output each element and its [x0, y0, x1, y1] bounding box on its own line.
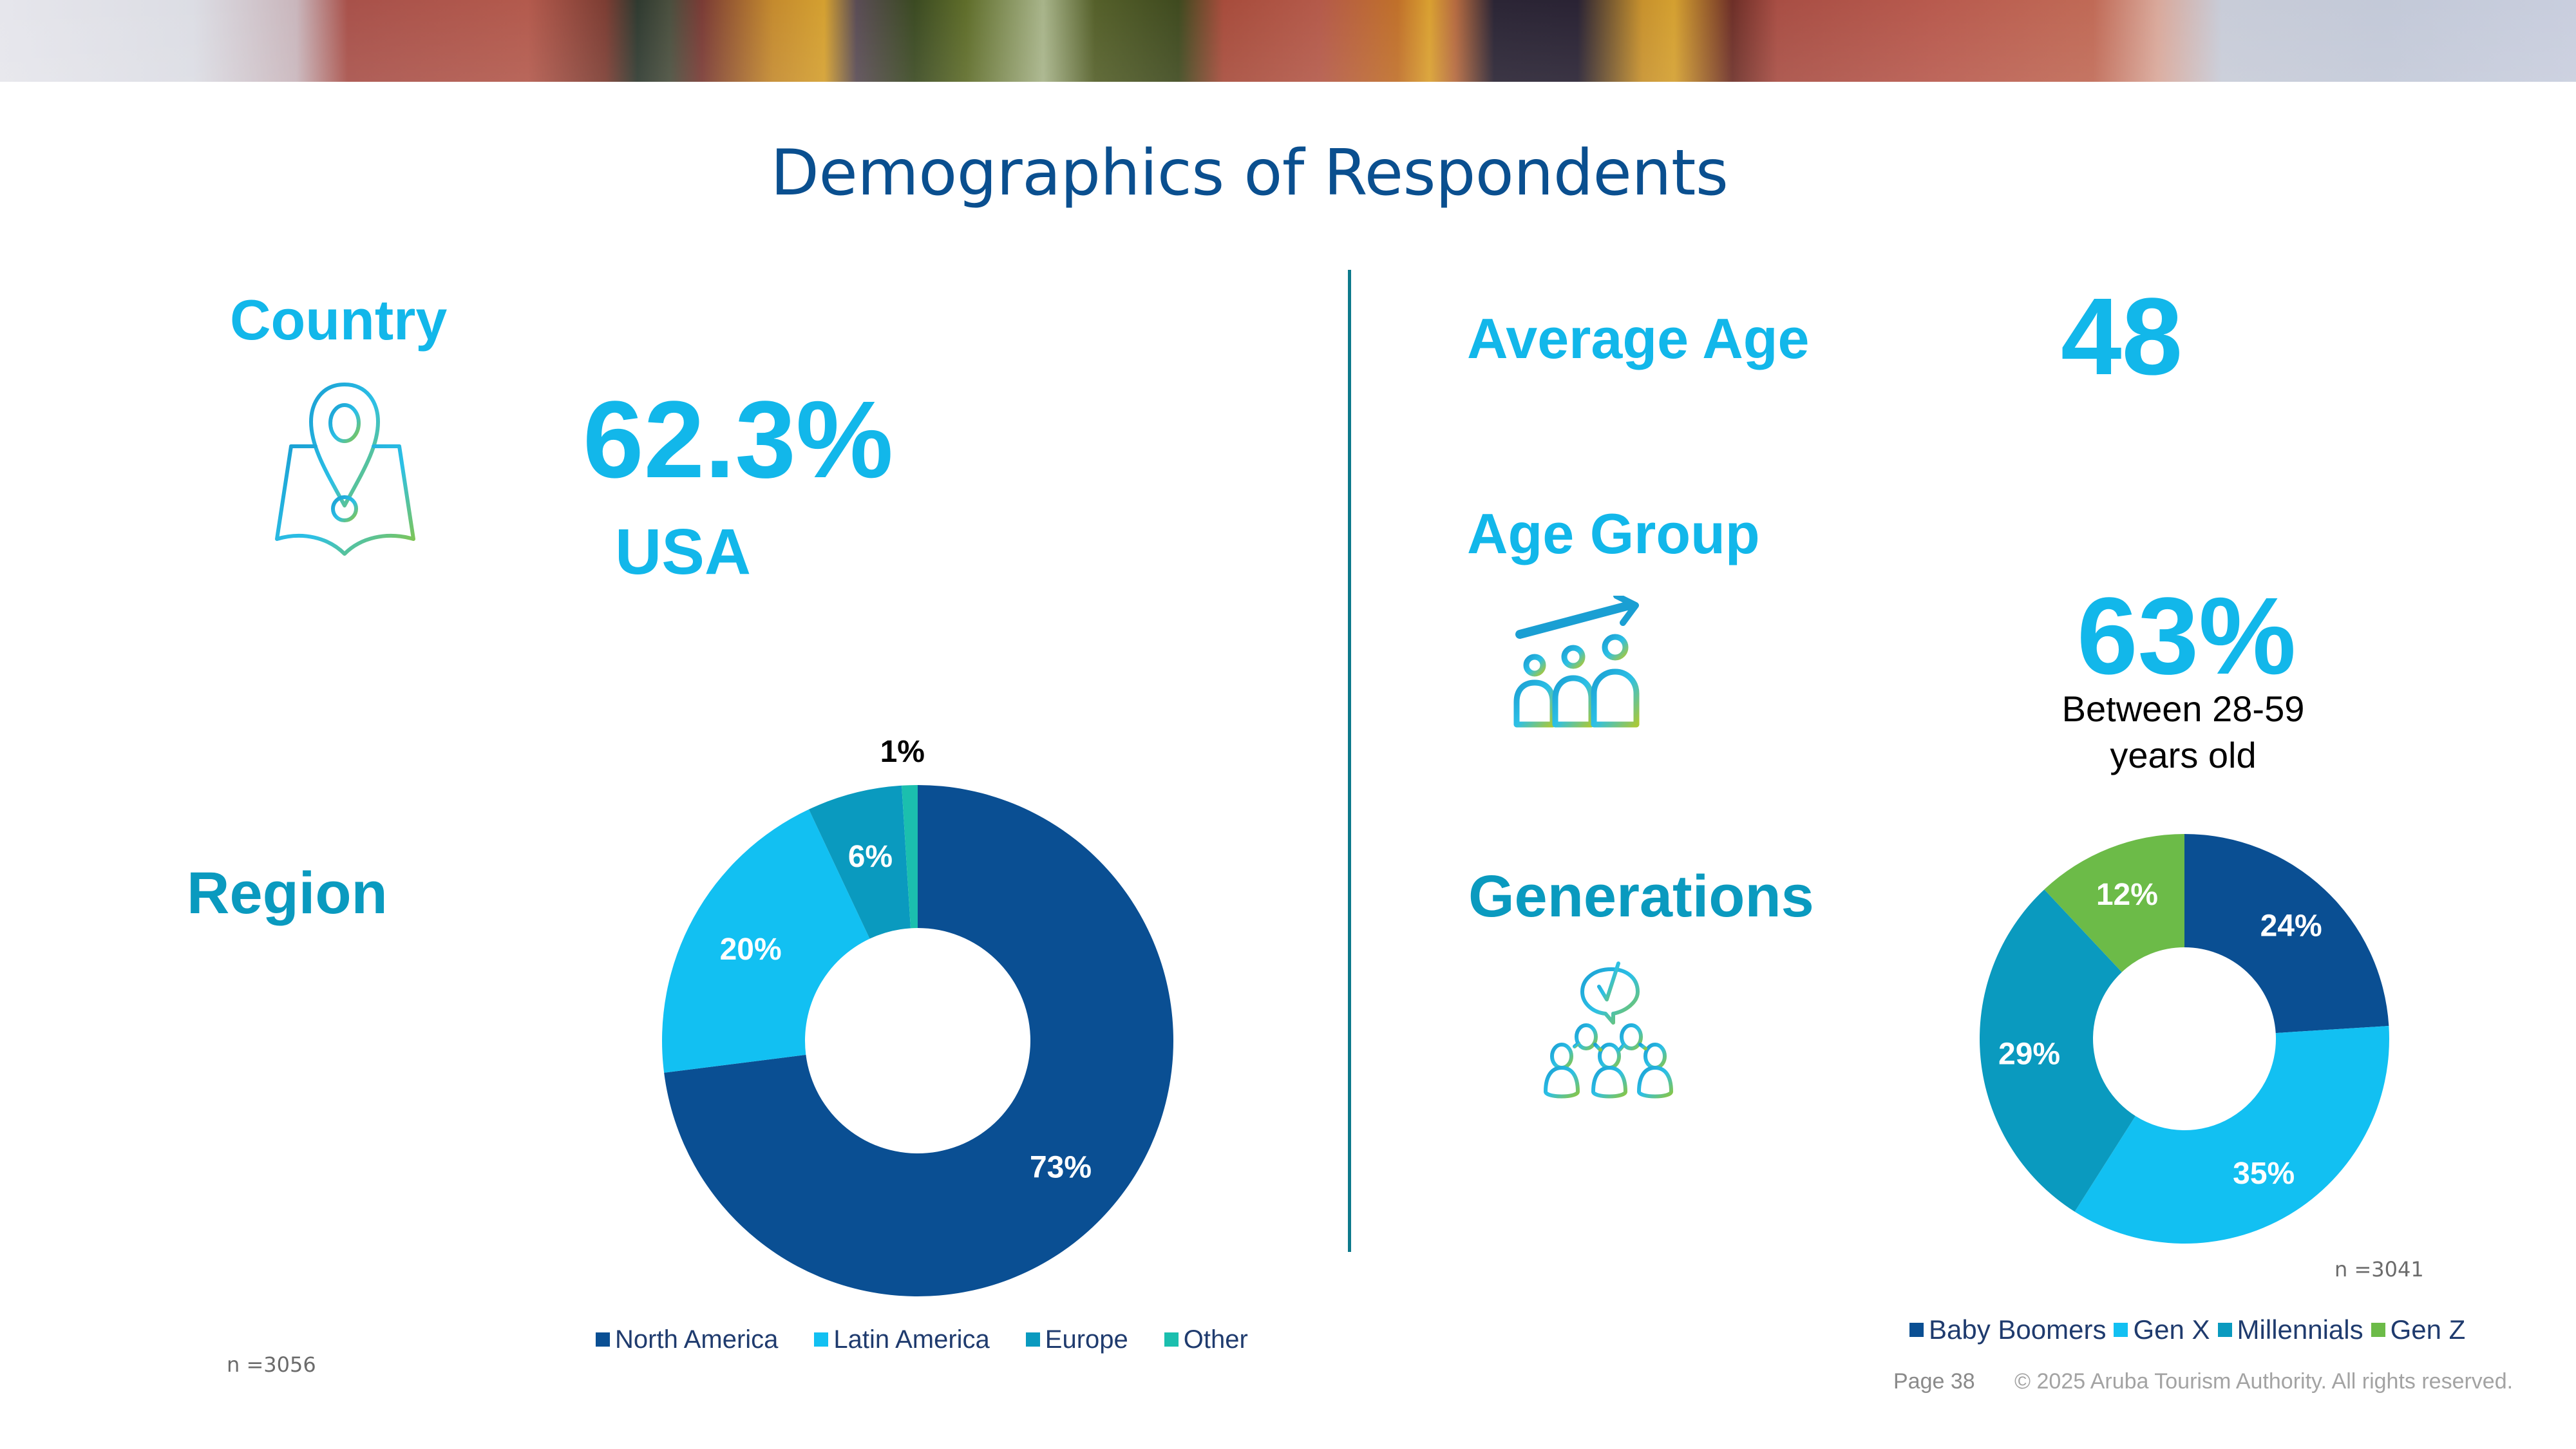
legend-swatch — [2371, 1323, 2385, 1337]
legend-label: Gen X — [2133, 1314, 2210, 1345]
country-percentage: 62.3% — [583, 379, 894, 501]
region-donut-chart: 73% 20% 6% 1% — [644, 728, 1198, 1307]
generations-donut-chart: 24% 35% 29% 12% — [1964, 818, 2415, 1262]
legend-swatch — [1164, 1332, 1179, 1347]
copyright-notice: © 2025 Aruba Tourism Authority. All righ… — [2014, 1369, 2514, 1394]
country-label: Country — [230, 288, 448, 352]
generations-label: Generations — [1468, 864, 1814, 929]
legend-item: Baby Boomers — [1909, 1314, 2106, 1345]
region-sample-size: n =3056 — [227, 1352, 316, 1377]
donut-data-label: 24% — [2260, 909, 2322, 943]
header-banner-image — [0, 0, 2576, 82]
donut-data-label: 35% — [2233, 1157, 2295, 1191]
page-number: Page 38 — [1893, 1369, 1975, 1394]
average-age-value: 48 — [2061, 276, 2183, 398]
legend-swatch — [596, 1332, 610, 1347]
legend-swatch — [1025, 1332, 1040, 1347]
legend-item: Gen X — [2114, 1314, 2210, 1345]
page-title: Demographics of Respondents — [770, 137, 1728, 210]
legend-label: Gen Z — [2390, 1314, 2466, 1345]
age-group-description-line1: Between 28-59 — [2061, 688, 2305, 729]
donut-slice-north-america — [664, 785, 1174, 1296]
age-group-label: Age Group — [1467, 502, 1760, 565]
donut-slice-other — [902, 785, 918, 929]
donut-data-label: 20% — [720, 933, 782, 967]
donut-slice-latin-america — [662, 809, 870, 1073]
people-growth-icon — [1510, 592, 1703, 731]
legend-item: Gen Z — [2371, 1314, 2466, 1345]
donut-data-label: 1% — [880, 735, 925, 769]
region-label: Region — [187, 860, 388, 926]
average-age-label: Average Age — [1467, 307, 1810, 370]
legend-swatch — [2114, 1323, 2128, 1337]
legend-label: Baby Boomers — [1929, 1314, 2107, 1345]
legend-item: Latin America — [814, 1325, 990, 1354]
group-feedback-icon — [1542, 960, 1697, 1101]
legend-swatch — [1909, 1323, 1924, 1337]
generations-sample-size: n =3041 — [2334, 1257, 2424, 1282]
legend-swatch — [2217, 1323, 2232, 1337]
donut-slice-baby-boomers — [2184, 834, 2389, 1034]
legend-item: North America — [596, 1325, 778, 1354]
legend-label: Europe — [1045, 1325, 1128, 1354]
donut-slice-gen-z — [2044, 834, 2184, 972]
age-group-description: Between 28-59 years old — [2029, 686, 2338, 779]
legend-item: Millennials — [2217, 1314, 2363, 1345]
donut-data-label: 29% — [1998, 1037, 2060, 1072]
donut-slice-millennials — [1980, 889, 2136, 1212]
legend-swatch — [814, 1332, 829, 1347]
generations-legend: Baby Boomers Gen X Millennials Gen Z — [1909, 1314, 2473, 1346]
legend-item: Other — [1164, 1325, 1248, 1354]
donut-slice-europe — [808, 785, 911, 939]
section-divider — [1348, 270, 1351, 1252]
country-name: USA — [615, 516, 752, 588]
age-group-percentage: 63% — [2077, 575, 2297, 697]
legend-label: Other — [1183, 1325, 1248, 1354]
legend-item: Europe — [1025, 1325, 1128, 1354]
age-group-description-line2: years old — [2110, 735, 2257, 775]
legend-label: North America — [615, 1325, 779, 1354]
donut-data-label: 6% — [848, 840, 893, 874]
map-pin-icon — [245, 377, 444, 557]
donut-data-label: 12% — [2096, 878, 2158, 912]
legend-label: Latin America — [833, 1325, 990, 1354]
donut-data-label: 73% — [1030, 1151, 1092, 1185]
donut-slice-gen-x — [2074, 1026, 2389, 1244]
region-legend: North America Latin America Europe Other — [596, 1323, 1284, 1356]
legend-label: Millennials — [2237, 1314, 2363, 1345]
